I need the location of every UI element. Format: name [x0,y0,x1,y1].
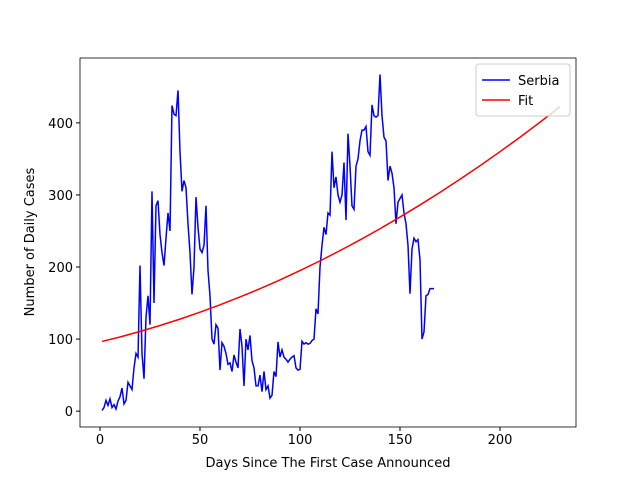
legend-label: Fit [518,94,533,109]
x-tick-label: 150 [388,433,413,448]
y-axis-label: Number of Daily Cases [23,167,38,316]
x-tick-label: 0 [96,433,104,448]
data-line [101,74,434,412]
y-tick-label: 400 [48,117,73,132]
legend: Serbia Fit [475,63,571,117]
y-tick-label: 300 [48,189,73,204]
data-line [101,106,561,343]
legend-box [475,63,571,117]
x-tick-label: 100 [288,433,313,448]
legend-label: Serbia [518,74,559,89]
y-tick-label: 0 [65,405,73,420]
plot-frame [79,57,577,428]
y-tick-label: 100 [48,333,73,348]
x-tick-label: 50 [192,433,209,448]
x-tick-label: 200 [488,433,513,448]
x-axis-label: Days Since The First Case Announced [206,456,451,471]
y-tick-label: 200 [48,261,73,276]
